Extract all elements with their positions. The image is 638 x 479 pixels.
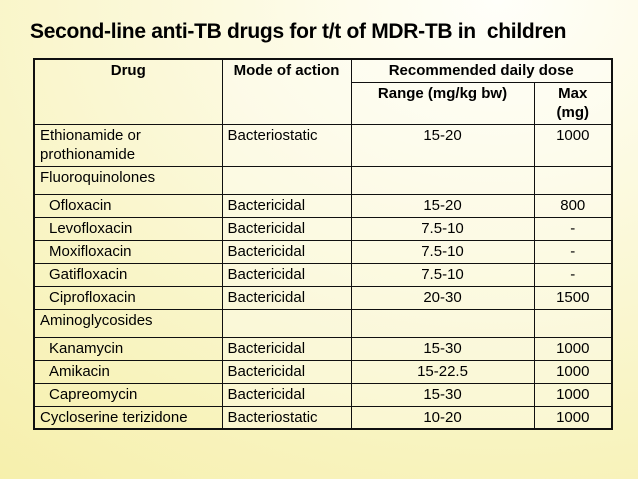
drug-row: Gatifloxacin Bactericidal 7.5-10- <box>33 262 613 287</box>
category-row: Fluoroquinolones <box>33 165 613 195</box>
max-cell: - <box>533 216 613 241</box>
drug-cell: Ofloxacin <box>33 193 223 218</box>
drug-row: Ciprofloxacin Bactericidal 20-30 1500 <box>33 285 613 310</box>
drug-row: Levofloxacin Bactericidal 7.5-10- <box>33 216 613 241</box>
range-cell: 7.5-10 <box>350 262 535 287</box>
drug-row: Amikacin Bactericidal 15-22.5 1000 <box>33 359 613 384</box>
mode-cell: Bactericidal <box>221 216 352 241</box>
max-cell: 1000 <box>533 123 613 167</box>
mode-cell <box>221 308 352 338</box>
mode-cell: Bactericidal <box>221 239 352 264</box>
max-cell: 1000 <box>533 336 613 361</box>
drug-cell: Levofloxacin <box>33 216 223 241</box>
range-cell: 20-30 <box>350 285 535 310</box>
mode-cell: Bactericidal <box>221 285 352 310</box>
drug-cell: Amikacin <box>33 359 223 384</box>
header-row-1: Drug Mode of action Recommended daily do… <box>33 58 613 125</box>
range-cell: 15-22.5 <box>350 359 535 384</box>
drug-cell: Cycloserine terizidone <box>33 405 223 430</box>
mode-cell: Bactericidal <box>221 359 352 384</box>
dose-group-header: Recommended daily dose <box>350 58 613 83</box>
drug-table-header: Drug Mode of action Recommended daily do… <box>33 58 613 125</box>
range-cell: 15-30 <box>350 336 535 361</box>
mode-cell: Bactericidal <box>221 382 352 407</box>
max-cell: 1000 <box>533 382 613 407</box>
drug-cell: Moxifloxacin <box>33 239 223 264</box>
drug-column-header: Drug <box>33 58 223 125</box>
max-cell: 1000 <box>533 405 613 430</box>
drug-cell: Fluoroquinolones <box>33 165 223 195</box>
mode-column-header: Mode of action <box>221 58 352 125</box>
drug-row: Moxifloxacin Bactericidal 7.5-10- <box>33 239 613 264</box>
range-cell <box>350 308 535 338</box>
drug-row: Cycloserine terizidone Bacteriostatic 10-2… <box>33 405 613 430</box>
drug-row: Kanamycin Bactericidal 15-30 1000 <box>33 336 613 361</box>
mode-cell <box>221 165 352 195</box>
mode-cell: Bactericidal <box>221 336 352 361</box>
max-cell <box>533 308 613 338</box>
range-cell: 7.5-10 <box>350 239 535 264</box>
slide-title: Second-line anti-TB drugs for t/t of MDR… <box>30 20 567 43</box>
mode-cell: Bactericidal <box>221 193 352 218</box>
max-cell: 800 <box>533 193 613 218</box>
max-cell <box>533 165 613 195</box>
drug-cell: Aminoglycosides <box>33 308 223 338</box>
range-cell: 15-20 <box>350 123 535 167</box>
mode-cell: Bactericidal <box>221 262 352 287</box>
max-cell: 1000 <box>533 359 613 384</box>
drug-row: Capreomycin Bactericidal 15-30 1000 <box>33 382 613 407</box>
drug-cell: Gatifloxacin <box>33 262 223 287</box>
drug-cell: Kanamycin <box>33 336 223 361</box>
header-row-2: Range (mg/kg bw) Max (mg) <box>34 81 613 125</box>
range-cell: 15-20 <box>350 193 535 218</box>
drug-row: Ofloxacin Bactericidal 15-20 800 <box>33 193 613 218</box>
drug-cell: Ethionamide or prothionamide <box>33 123 223 167</box>
range-cell: 15-30 <box>350 382 535 407</box>
drug-table-body: Ethionamide or prothionamide Bacteriostat… <box>33 123 613 430</box>
range-cell: 7.5-10 <box>350 216 535 241</box>
mode-cell: Bacteriostatic <box>221 405 352 430</box>
mode-cell: Bacteriostatic <box>221 123 352 167</box>
category-row: Aminoglycosides <box>33 308 613 338</box>
range-cell: 10-20 <box>350 405 535 430</box>
max-cell: - <box>533 262 613 287</box>
drug-cell: Capreomycin <box>33 382 223 407</box>
drug-cell: Ciprofloxacin <box>33 285 223 310</box>
drug-table: Drug Mode of action Recommended daily do… <box>33 58 613 430</box>
max-column-header: Max (mg) <box>533 81 613 125</box>
range-cell <box>350 165 535 195</box>
max-cell: - <box>533 239 613 264</box>
range-column-header: Range (mg/kg bw) <box>350 81 535 125</box>
max-cell: 1500 <box>533 285 613 310</box>
drug-row: Ethionamide or prothionamide Bacteriostat… <box>33 123 613 167</box>
